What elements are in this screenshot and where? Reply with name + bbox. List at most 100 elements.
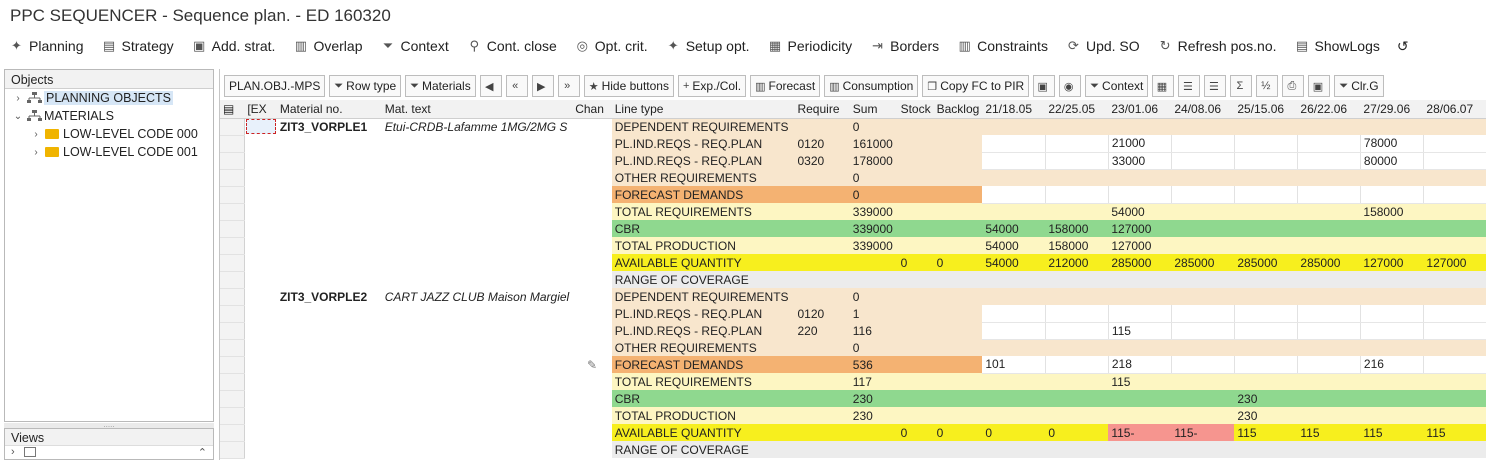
- period-cell[interactable]: [982, 186, 1046, 204]
- material-no-cell[interactable]: [276, 237, 382, 254]
- period-cell[interactable]: 218: [1108, 356, 1172, 374]
- period-cell[interactable]: [1297, 186, 1361, 204]
- period-cell[interactable]: [1297, 118, 1361, 135]
- period-cell[interactable]: [1234, 220, 1298, 237]
- period-cell[interactable]: [1045, 441, 1109, 458]
- period-cell[interactable]: [1045, 135, 1109, 153]
- period-cell[interactable]: [1171, 152, 1235, 170]
- period-cell[interactable]: [1171, 305, 1235, 323]
- period-cell[interactable]: [1171, 322, 1235, 340]
- filter-grid-button[interactable]: ☰: [1204, 75, 1227, 97]
- material-no-cell[interactable]: [276, 424, 382, 441]
- period-cell[interactable]: [982, 118, 1046, 135]
- period-cell[interactable]: [1360, 407, 1424, 424]
- period-cell[interactable]: [1108, 186, 1172, 204]
- chevron-down-icon[interactable]: ⌄: [13, 110, 23, 122]
- period-cell[interactable]: 101: [982, 356, 1046, 374]
- period-cell[interactable]: [982, 322, 1046, 340]
- context-button[interactable]: ⏷ Context: [379, 34, 449, 58]
- period-cell[interactable]: [1360, 339, 1424, 356]
- period-cell[interactable]: [982, 390, 1046, 407]
- period-cell[interactable]: 0: [982, 424, 1046, 441]
- material-no-cell[interactable]: ZIT3_VORPLE2: [276, 288, 382, 305]
- row-selector[interactable]: [220, 424, 245, 442]
- period-cell[interactable]: [1297, 220, 1361, 237]
- period-cell[interactable]: [1423, 135, 1486, 153]
- period-cell[interactable]: 115: [1297, 424, 1361, 441]
- period-cell[interactable]: [1423, 356, 1486, 374]
- period-cell[interactable]: 115: [1423, 424, 1486, 441]
- material-no-cell[interactable]: [276, 441, 382, 458]
- period-cell[interactable]: [982, 135, 1046, 153]
- period-cell[interactable]: [1171, 288, 1235, 305]
- period-cell[interactable]: [1108, 390, 1172, 407]
- row-selector[interactable]: [220, 203, 245, 221]
- period-cell[interactable]: 127000: [1423, 254, 1486, 271]
- period-cell[interactable]: [1360, 441, 1424, 458]
- period-cell[interactable]: [982, 373, 1046, 390]
- period-cell[interactable]: [1171, 220, 1235, 237]
- column-header[interactable]: 23/01.06: [1108, 100, 1172, 119]
- period-cell[interactable]: [1297, 441, 1361, 458]
- period-cell[interactable]: [1171, 186, 1235, 204]
- subtotal-button[interactable]: ½: [1256, 75, 1279, 97]
- opt-crit-button[interactable]: ◎ Opt. crit.: [574, 34, 648, 58]
- period-cell[interactable]: [1171, 271, 1235, 288]
- period-cell[interactable]: [1423, 169, 1486, 186]
- row-selector[interactable]: [220, 373, 245, 391]
- material-no-cell[interactable]: [276, 373, 382, 390]
- period-cell[interactable]: [1423, 118, 1486, 135]
- calc-button[interactable]: ▣: [1033, 75, 1056, 97]
- planning-button[interactable]: ✦ Planning: [8, 34, 83, 58]
- period-cell[interactable]: [1423, 441, 1486, 458]
- material-no-cell[interactable]: [276, 169, 382, 186]
- row-selector[interactable]: [220, 441, 245, 459]
- period-cell[interactable]: [982, 288, 1046, 305]
- period-cell[interactable]: [1234, 118, 1298, 135]
- period-cell[interactable]: 54000: [982, 237, 1046, 254]
- period-cell[interactable]: [1108, 407, 1172, 424]
- row-selector[interactable]: [220, 339, 245, 357]
- period-cell[interactable]: [1423, 237, 1486, 254]
- period-cell[interactable]: 115-: [1171, 424, 1235, 441]
- tree-node[interactable]: › LOW-LEVEL CODE 000: [5, 125, 213, 143]
- materials-button[interactable]: ⏷ Materials: [405, 75, 476, 97]
- column-header[interactable]: 24/08.06: [1171, 100, 1235, 119]
- period-cell[interactable]: 216: [1360, 356, 1424, 374]
- material-no-cell[interactable]: [276, 390, 382, 407]
- period-cell[interactable]: [1423, 186, 1486, 204]
- period-cell[interactable]: [1171, 407, 1235, 424]
- period-cell[interactable]: [982, 152, 1046, 170]
- period-cell[interactable]: [1045, 203, 1109, 220]
- period-cell[interactable]: [1234, 152, 1298, 170]
- period-cell[interactable]: [1423, 152, 1486, 170]
- constraints-button[interactable]: ▥ Constraints: [956, 34, 1047, 58]
- row-selector[interactable]: [220, 220, 245, 238]
- period-cell[interactable]: [1297, 237, 1361, 254]
- period-cell[interactable]: 54000: [982, 220, 1046, 237]
- period-cell[interactable]: [1297, 390, 1361, 407]
- row-selector[interactable]: [220, 135, 245, 153]
- row-type-button[interactable]: ⏷ Row type: [329, 75, 402, 97]
- period-cell[interactable]: [1360, 186, 1424, 204]
- period-cell[interactable]: 127000: [1108, 220, 1172, 237]
- column-header[interactable]: Backlog: [933, 100, 983, 119]
- material-no-cell[interactable]: [276, 305, 382, 322]
- period-cell[interactable]: [1234, 203, 1298, 220]
- column-header[interactable]: 28/06.07: [1423, 100, 1486, 119]
- period-cell[interactable]: 158000: [1045, 220, 1109, 237]
- period-cell[interactable]: [1297, 356, 1361, 374]
- column-header[interactable]: 26/22.06: [1297, 100, 1361, 119]
- period-cell[interactable]: 78000: [1360, 135, 1424, 153]
- refresh-pos-button[interactable]: ↻ Refresh pos.no.: [1157, 34, 1277, 58]
- borders-button[interactable]: ⇥ Borders: [869, 34, 939, 58]
- last-button[interactable]: »: [557, 75, 580, 97]
- column-header[interactable]: 27/29.06: [1360, 100, 1424, 119]
- find-button[interactable]: ◉: [1059, 75, 1082, 97]
- period-cell[interactable]: [1171, 339, 1235, 356]
- row-selector[interactable]: [220, 186, 245, 204]
- period-cell[interactable]: [1234, 271, 1298, 288]
- period-cell[interactable]: [1171, 203, 1235, 220]
- period-cell[interactable]: [1108, 118, 1172, 135]
- row-selector[interactable]: [220, 305, 245, 323]
